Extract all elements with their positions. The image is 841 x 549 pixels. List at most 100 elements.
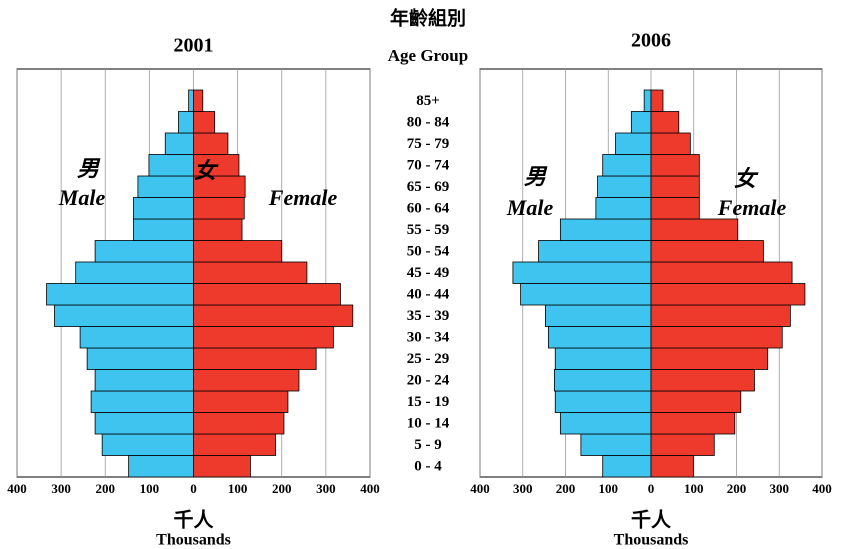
x-tick-label: 200 (727, 481, 747, 496)
age-group-label: 80 - 84 (407, 115, 450, 131)
bar (559, 218, 652, 241)
bar (75, 261, 194, 284)
bar (193, 433, 276, 456)
bar (164, 132, 194, 155)
bar (94, 412, 194, 435)
bar (650, 347, 769, 370)
bar (602, 455, 652, 478)
bar (193, 240, 283, 263)
x-tick-label: 400 (470, 481, 490, 496)
bar (630, 111, 652, 134)
chart-title: 2001 (174, 35, 214, 57)
chart-title: 2006 (631, 30, 671, 52)
bar (602, 154, 652, 177)
age-group-label: 5 - 9 (414, 437, 442, 453)
age-group-label: 75 - 79 (407, 136, 450, 152)
bar (650, 283, 806, 306)
bar (193, 390, 289, 413)
bar (94, 369, 194, 392)
bar (650, 390, 742, 413)
bar (650, 240, 764, 263)
bar (595, 197, 652, 220)
age-group-label: 70 - 74 (407, 158, 450, 174)
bar (650, 197, 700, 220)
bar (148, 154, 194, 177)
bar (193, 304, 354, 327)
bar (133, 197, 194, 220)
bar (548, 326, 652, 349)
bar (193, 111, 216, 134)
x-tick-label: 100 (228, 481, 248, 496)
age-group-label: 50 - 54 (407, 244, 450, 260)
bar (178, 111, 194, 134)
bar (193, 412, 285, 435)
bar (650, 455, 694, 478)
series-label: Female (268, 185, 338, 210)
x-tick-label: 200 (96, 481, 116, 496)
x-tick-label: 400 (360, 481, 380, 496)
age-group-label: 15 - 19 (407, 394, 450, 410)
x-tick-label: 100 (684, 481, 704, 496)
series-label: Male (506, 195, 554, 220)
bar (193, 369, 300, 392)
x-tick-label: 100 (140, 481, 160, 496)
series-label: Female (717, 195, 787, 220)
bar (86, 347, 194, 370)
bar (94, 240, 194, 263)
age-group-label: 10 - 14 (407, 416, 450, 432)
age-group-label: 60 - 64 (407, 201, 450, 217)
bar (193, 89, 204, 112)
bar (193, 347, 317, 370)
x-axis-label-zh: 千人 (174, 508, 215, 532)
bar (188, 89, 194, 112)
x-tick-label: 0 (190, 481, 197, 496)
bar (650, 111, 680, 134)
bar (559, 412, 652, 435)
series-label-zh: 男 (524, 165, 548, 190)
series-label-zh: 女 (194, 158, 219, 184)
series-label-zh: 男 (77, 157, 101, 182)
bar (650, 218, 739, 241)
bar (128, 455, 194, 478)
age-group-label: 65 - 69 (407, 179, 450, 195)
bar (643, 89, 652, 112)
x-tick-label: 300 (316, 481, 336, 496)
x-tick-label: 300 (513, 481, 533, 496)
age-group-label: 45 - 49 (407, 265, 450, 281)
series-label-zh: 女 (734, 166, 759, 192)
bar (520, 283, 652, 306)
bar (137, 175, 194, 198)
x-tick-label: 100 (599, 481, 619, 496)
x-axis-label: Thousands (156, 532, 231, 549)
bar (538, 240, 652, 263)
bar (193, 455, 251, 478)
x-tick-label: 300 (770, 481, 790, 496)
x-tick-label: 0 (648, 481, 655, 496)
age-group-title-zh: 年齡組別 (390, 7, 466, 30)
bar (554, 390, 652, 413)
bar (545, 304, 652, 327)
bar (46, 283, 194, 306)
x-tick-label: 400 (7, 481, 27, 496)
bar (193, 283, 341, 306)
bar (193, 197, 245, 220)
age-group-title: Age Group (388, 46, 468, 65)
x-axis-label: Thousands (614, 532, 689, 549)
bar (193, 326, 334, 349)
bar (650, 433, 715, 456)
age-group-label: 30 - 34 (407, 330, 450, 346)
bar (650, 89, 664, 112)
bar (512, 261, 652, 284)
age-group-label: 0 - 4 (414, 459, 442, 475)
x-axis-label-zh: 千人 (631, 508, 672, 532)
x-tick-label: 400 (812, 481, 832, 496)
age-group-label: 35 - 39 (407, 308, 450, 324)
bar (650, 154, 700, 177)
bar (650, 261, 793, 284)
bar (650, 326, 783, 349)
bar (650, 304, 791, 327)
bar (101, 433, 194, 456)
bar (650, 369, 755, 392)
x-tick-label: 200 (556, 481, 576, 496)
